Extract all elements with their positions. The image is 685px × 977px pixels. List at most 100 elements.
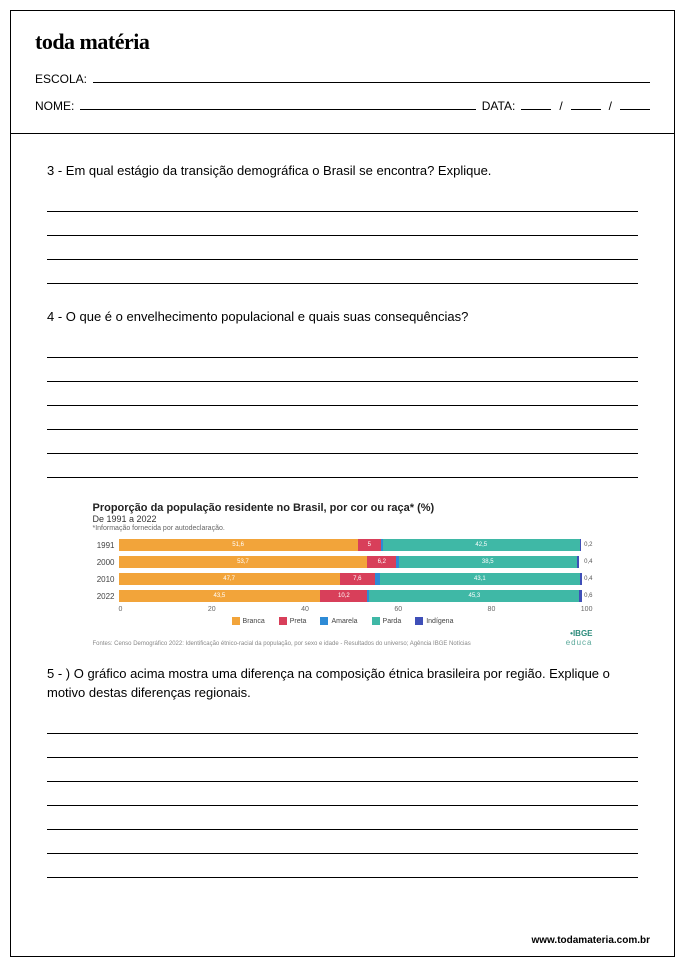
bar-segment	[580, 539, 581, 551]
bar-year-label: 1991	[93, 541, 119, 550]
bar-end-label: 0,4	[584, 559, 592, 565]
legend-swatch	[320, 617, 328, 625]
worksheet-page: toda matéria ESCOLA: NOME: DATA: / / 3 -…	[10, 10, 675, 957]
answer-line-q4[interactable]	[47, 388, 638, 406]
question-5-text: 5 - ) O gráfico acima mostra uma diferen…	[47, 665, 638, 701]
bar-track: 47,77,6 43,1	[119, 573, 583, 585]
date-day[interactable]	[521, 96, 551, 110]
ibge-text: •IBGE	[570, 629, 592, 638]
bar-segment: 53,7	[119, 556, 368, 568]
chart-bars: 199151,6542,50,2200053,76,238,50,4201047…	[93, 538, 593, 603]
answer-line-q4[interactable]	[47, 460, 638, 478]
axis-tick: 40	[301, 606, 309, 613]
date-slash-2: /	[609, 99, 612, 113]
nome-date-row: NOME: DATA: / /	[35, 96, 650, 113]
bar-track: 53,76,238,5	[119, 556, 583, 568]
question-5-block: 5 - ) O gráfico acima mostra uma diferen…	[47, 665, 638, 877]
bar-year-label: 2010	[93, 575, 119, 584]
legend-swatch	[232, 617, 240, 625]
date-year[interactable]	[620, 96, 650, 110]
question-3-text: 3 - Em qual estágio da transição demográ…	[47, 162, 638, 180]
answer-line-q5[interactable]	[47, 764, 638, 782]
bar-segment: 5	[358, 539, 381, 551]
answer-line-q5[interactable]	[47, 860, 638, 878]
question-4-text: 4 - O que é o envelhecimento populaciona…	[47, 308, 638, 326]
axis-tick: 60	[394, 606, 402, 613]
chart-legend: Branca Preta Amarela Parda Indígena	[93, 617, 593, 625]
content: 3 - Em qual estágio da transição demográ…	[11, 134, 674, 878]
axis-tick: 0	[119, 606, 123, 613]
answer-line-q3[interactable]	[47, 266, 638, 284]
question-4-block: 4 - O que é o envelhecimento populaciona…	[47, 308, 638, 478]
bar-row: 199151,6542,50,2	[93, 538, 593, 552]
legend-item: Amarela	[320, 617, 357, 625]
bar-track: 43,510,245,3	[119, 590, 583, 602]
legend-label: Branca	[243, 618, 265, 625]
bar-row: 202243,510,245,30,6	[93, 589, 593, 603]
bar-segment: 51,6	[119, 539, 358, 551]
axis-tick: 100	[581, 606, 593, 613]
bar-year-label: 2000	[93, 558, 119, 567]
date-slash-1: /	[559, 99, 562, 113]
chart-container: Proporção da população residente no Bras…	[93, 502, 593, 647]
answer-line-q5[interactable]	[47, 836, 638, 854]
answer-line-q5[interactable]	[47, 788, 638, 806]
bar-year-label: 2022	[93, 592, 119, 601]
answer-line-q5[interactable]	[47, 716, 638, 734]
footer-url: www.todamateria.com.br	[531, 935, 650, 946]
answer-line-q5[interactable]	[47, 740, 638, 758]
bar-segment: 43,1	[380, 573, 580, 585]
answer-line-q3[interactable]	[47, 218, 638, 236]
legend-label: Amarela	[331, 618, 357, 625]
bar-segment: 10,2	[320, 590, 367, 602]
bar-end-label: 0,4	[584, 576, 592, 582]
ibge-logo: •IBGE educa	[566, 629, 593, 647]
legend-item: Indígena	[415, 617, 453, 625]
legend-swatch	[279, 617, 287, 625]
chart-source: Fontes: Censo Demográfico 2022: Identifi…	[93, 641, 566, 647]
bar-end-label: 0,6	[584, 593, 592, 599]
escola-row: ESCOLA:	[35, 69, 650, 86]
legend-item: Branca	[232, 617, 265, 625]
bar-segment: 7,6	[340, 573, 375, 585]
header: toda matéria ESCOLA: NOME: DATA: / /	[11, 11, 674, 134]
bar-segment	[579, 590, 582, 602]
bar-track: 51,6542,5	[119, 539, 583, 551]
legend-item: Parda	[372, 617, 402, 625]
bar-segment	[577, 556, 579, 568]
answer-line-q4[interactable]	[47, 340, 638, 358]
axis-tick: 80	[488, 606, 496, 613]
date-month[interactable]	[571, 96, 601, 110]
bar-segment	[580, 573, 582, 585]
chart-subtitle: De 1991 a 2022	[93, 514, 593, 524]
legend-item: Preta	[279, 617, 307, 625]
nome-input-line[interactable]	[80, 96, 475, 110]
bar-segment: 6,2	[367, 556, 396, 568]
bar-end-label: 0,2	[584, 542, 592, 548]
legend-swatch	[372, 617, 380, 625]
answer-line-q4[interactable]	[47, 412, 638, 430]
chart-axis: 0 20 40 60 80 100	[119, 606, 593, 613]
chart-footer: Fontes: Censo Demográfico 2022: Identifi…	[93, 629, 593, 647]
bar-segment: 42,5	[383, 539, 580, 551]
bar-row: 201047,77,6 43,1 0,4	[93, 572, 593, 586]
escola-label: ESCOLA:	[35, 72, 87, 86]
answer-line-q4[interactable]	[47, 436, 638, 454]
escola-input-line[interactable]	[93, 69, 650, 83]
answer-line-q3[interactable]	[47, 242, 638, 260]
chart-note: *Informação fornecida por autodeclaração…	[93, 525, 593, 532]
data-label: DATA:	[482, 99, 516, 113]
answer-line-q3[interactable]	[47, 194, 638, 212]
axis-tick: 20	[208, 606, 216, 613]
bar-row: 200053,76,238,50,4	[93, 555, 593, 569]
legend-label: Preta	[290, 618, 307, 625]
chart-title: Proporção da população residente no Bras…	[93, 502, 593, 514]
legend-swatch	[415, 617, 423, 625]
legend-label: Indígena	[426, 618, 453, 625]
answer-line-q5[interactable]	[47, 812, 638, 830]
bar-segment: 45,3	[369, 590, 579, 602]
bar-segment: 38,5	[399, 556, 578, 568]
bar-segment: 47,7	[119, 573, 340, 585]
logo: toda matéria	[35, 29, 650, 55]
answer-line-q4[interactable]	[47, 364, 638, 382]
